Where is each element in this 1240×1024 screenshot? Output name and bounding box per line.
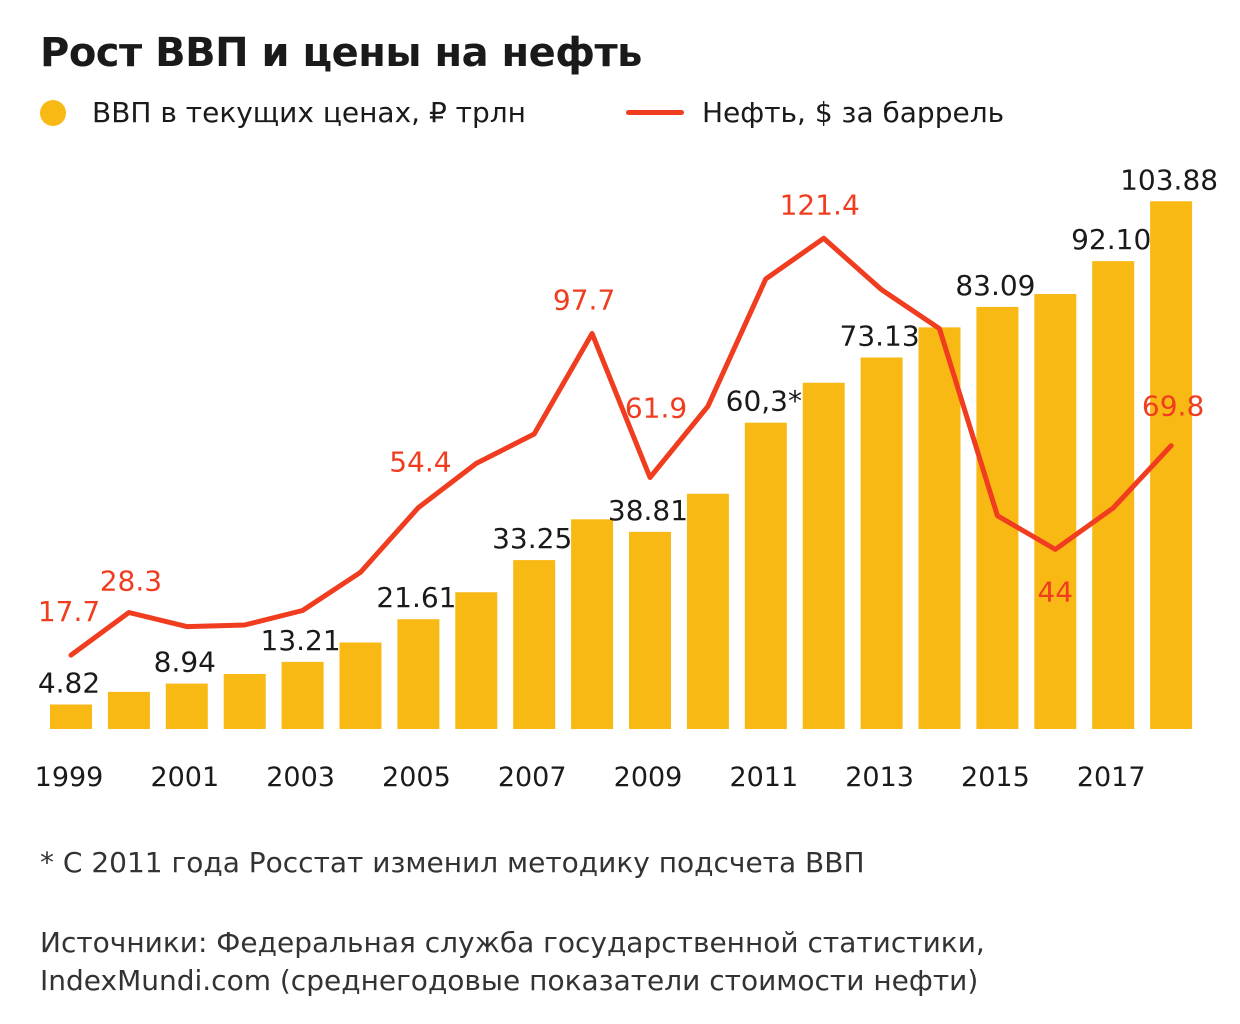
- gdp-label-2018: 103.88: [1120, 163, 1218, 196]
- gdp-label-2017: 92.10: [1071, 223, 1151, 256]
- gdp-bar-2018: [1150, 201, 1193, 729]
- legend-item-gdp: ВВП в текущих ценах, ₽ трлн: [40, 96, 526, 129]
- x-tick-2007: 2007: [498, 762, 567, 793]
- oil-price-line: [68, 235, 1174, 658]
- gdp-bar-2016: [1034, 294, 1077, 729]
- data-labels-layer: 4.82 8.94 13.21 21.61 33.25 38.81 60,3* 73.13 83…: [38, 163, 1218, 699]
- chart: 4.82 8.94 13.21 21.61 33.25 38.81 60,3* 73.13 83…: [35, 163, 1218, 793]
- gdp-label-2007: 33.25: [492, 522, 572, 555]
- x-tick-2017: 2017: [1077, 762, 1146, 793]
- x-tick-2011: 2011: [729, 762, 798, 793]
- sources-line-2: IndexMundi.com (среднегодовые показатели…: [40, 964, 979, 997]
- gdp-bar-2012: [802, 382, 845, 729]
- gdp-bar-2009: [629, 531, 671, 729]
- legend-gdp-label: ВВП в текущих ценах, ₽ трлн: [92, 96, 526, 129]
- gdp-bar-2011: [744, 422, 787, 729]
- legend-item-oil: Нефть, $ за баррель: [626, 96, 1004, 129]
- oil-label-1999: 17.7: [38, 595, 100, 628]
- gdp-label-1999: 4.82: [38, 667, 100, 700]
- gdp-label-2009: 38.81: [608, 494, 688, 527]
- oil-label-2005: 54.4: [389, 446, 451, 479]
- gdp-label-2001: 8.94: [154, 646, 216, 679]
- oil-label-2012: 121.4: [780, 188, 860, 221]
- x-tick-2015: 2015: [961, 762, 1030, 793]
- gdp-label-2013: 73.13: [840, 319, 920, 352]
- oil-label-2008: 97.7: [553, 284, 615, 317]
- footnote: * С 2011 года Росстат изменил методику п…: [40, 846, 865, 879]
- sources-line-1: Источники: Федеральная служба государств…: [40, 926, 985, 959]
- gdp-bar-2002: [223, 673, 266, 729]
- x-tick-2001: 2001: [150, 762, 219, 793]
- sources: Источники: Федеральная служба государств…: [40, 924, 985, 1000]
- gdp-bar-2013: [860, 357, 903, 729]
- gdp-bar-1999: [50, 704, 92, 729]
- gdp-bar-2004: [339, 642, 382, 729]
- legend: ВВП в текущих ценах, ₽ трлн Нефть, $ за …: [40, 96, 1200, 136]
- x-tick-2013: 2013: [845, 762, 914, 793]
- x-tick-2009: 2009: [614, 762, 683, 793]
- x-tick-1999: 1999: [35, 762, 104, 793]
- x-tick-2005: 2005: [382, 762, 451, 793]
- gdp-bar-2000: [107, 691, 150, 729]
- gdp-bar-2014: [918, 327, 961, 729]
- gdp-label-2015: 83.09: [955, 269, 1035, 302]
- gdp-bar-2006: [455, 592, 498, 729]
- gdp-bar-2001: [165, 683, 208, 729]
- gdp-label-2005: 21.61: [376, 581, 456, 614]
- gdp-bar-2003: [281, 661, 324, 729]
- oil-label-2016: 44: [1037, 575, 1073, 608]
- gdp-label-2011: 60,3*: [726, 385, 802, 418]
- legend-gdp-marker: [40, 99, 66, 126]
- gdp-bar-2005: [397, 619, 440, 729]
- legend-oil-label: Нефть, $ за баррель: [702, 96, 1005, 129]
- oil-label-2009: 61.9: [625, 391, 687, 424]
- gdp-bar-2007: [513, 560, 556, 729]
- bars-layer: [50, 201, 1193, 729]
- x-tick-2003: 2003: [266, 762, 335, 793]
- oil-label-2000: 28.3: [100, 565, 162, 598]
- gdp-bar-2010: [686, 493, 729, 729]
- x-axis: 1999 2001 2003 2005 2007 2009 2011 2013 2015 2017: [35, 762, 1146, 793]
- gdp-label-2003: 13.21: [261, 624, 341, 657]
- chart-title: Рост ВВП и цены на нефть: [40, 30, 642, 76]
- oil-line-layer: [68, 235, 1174, 658]
- gdp-bar-2008: [571, 519, 614, 729]
- oil-label-2018: 69.8: [1142, 390, 1204, 423]
- legend-oil-marker: [626, 110, 684, 115]
